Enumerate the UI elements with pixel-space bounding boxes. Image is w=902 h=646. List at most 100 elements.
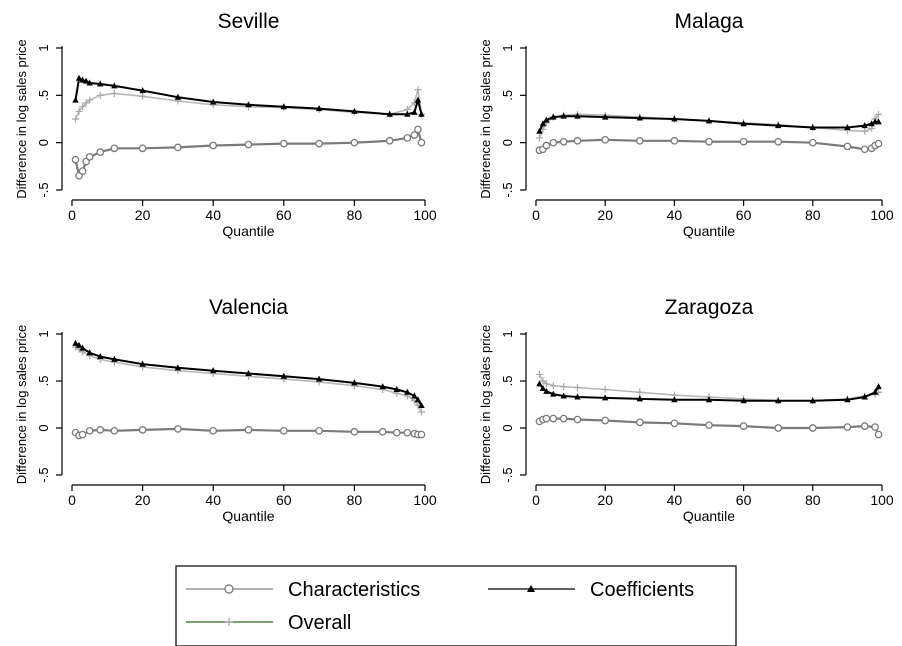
- data-point: [860, 145, 869, 154]
- y-axis-label: Difference in log sales price: [14, 39, 29, 198]
- x-tick-label: 0: [532, 492, 540, 508]
- series-line-characteristics: [74, 128, 423, 177]
- legend-item-coefficients: Coefficients: [488, 579, 694, 601]
- x-tick-label: 80: [805, 207, 821, 223]
- y-tick-label: -.5: [500, 182, 515, 197]
- data-point: [671, 396, 678, 403]
- x-axis-label: Quantile: [222, 223, 274, 239]
- data-point: [97, 353, 104, 360]
- data-point: [245, 101, 252, 108]
- data-point: [542, 414, 551, 423]
- data-point: [244, 426, 253, 434]
- data-point: [86, 96, 94, 104]
- x-tick-label: 100: [870, 492, 894, 508]
- data-point: [559, 414, 568, 423]
- data-point: [861, 393, 868, 400]
- data-point: [403, 428, 412, 437]
- x-tick-label: 40: [205, 492, 221, 508]
- data-point: [379, 383, 386, 390]
- data-point: [78, 167, 87, 175]
- data-point: [705, 421, 713, 430]
- data-point: [82, 99, 90, 107]
- data-point: [72, 339, 79, 346]
- x-axis-label: Quantile: [683, 223, 735, 239]
- data-point: [844, 396, 851, 403]
- data-point: [210, 367, 217, 374]
- data-point: [138, 144, 147, 153]
- data-point: [550, 390, 557, 397]
- data-point: [279, 426, 288, 435]
- data-point: [174, 143, 182, 152]
- chart-panel-malaga: Malaga -.5 0 .5 1 Difference in log sales pri…: [478, 10, 894, 239]
- x-tick-label: 100: [870, 207, 894, 223]
- series-characteristics: [71, 425, 426, 440]
- data-point: [72, 115, 80, 123]
- data-point: [209, 141, 218, 150]
- data-point: [97, 80, 104, 87]
- series-coefficients: [536, 112, 882, 134]
- data-point: [393, 385, 400, 392]
- data-point: [549, 382, 557, 390]
- data-point: [739, 422, 748, 430]
- x-tick-label: 80: [347, 207, 363, 223]
- series-coefficients: [536, 380, 882, 404]
- data-point: [410, 131, 419, 139]
- y-tick-label: .5: [36, 90, 51, 101]
- data-point: [79, 344, 86, 351]
- data-point: [414, 86, 422, 94]
- series-characteristics: [71, 125, 426, 180]
- data-point: [740, 120, 747, 127]
- data-point: [671, 115, 678, 122]
- data-point: [417, 138, 426, 147]
- x-tick-label: 0: [68, 492, 76, 508]
- data-point: [244, 140, 253, 149]
- legend-label-coefficients: Coefficients: [590, 579, 694, 601]
- data-point: [808, 424, 817, 432]
- data-point: [635, 418, 644, 427]
- data-point: [210, 98, 217, 105]
- data-point: [560, 383, 568, 391]
- y-tick-label: 1: [500, 330, 515, 337]
- data-point: [774, 137, 783, 146]
- y-tick-label: -.5: [36, 182, 51, 197]
- y-axis-label: Difference in log sales price: [478, 39, 493, 198]
- data-point: [315, 375, 323, 382]
- data-point: [542, 380, 550, 388]
- x-tick-label: 80: [347, 492, 363, 508]
- x-tick-label: 0: [532, 207, 540, 223]
- data-point: [536, 127, 543, 134]
- series-characteristics: [535, 135, 883, 155]
- x-tick-label: 60: [736, 492, 752, 508]
- y-axis-label: Difference in log sales price: [14, 325, 29, 484]
- data-point: [536, 380, 543, 387]
- data-point: [560, 392, 567, 399]
- data-point: [636, 395, 643, 402]
- chart-title: Malaga: [675, 10, 744, 33]
- y-tick-label: .5: [500, 90, 515, 101]
- data-point: [174, 425, 182, 433]
- series-characteristics: [535, 414, 883, 439]
- data-point: [875, 383, 882, 390]
- series-overall: [535, 110, 883, 142]
- chart-panel-seville: Seville -.5 0 .5 1 Difference in log sales pr…: [14, 10, 437, 239]
- data-point: [392, 428, 401, 437]
- data-point: [139, 360, 146, 367]
- data-point: [875, 110, 883, 118]
- x-tick-label: 60: [276, 492, 292, 508]
- data-point: [871, 388, 879, 395]
- data-point: [775, 397, 782, 404]
- data-point: [559, 137, 568, 146]
- data-point: [315, 105, 323, 112]
- data-point: [411, 108, 418, 115]
- data-point: [96, 426, 105, 434]
- data-point: [549, 414, 558, 423]
- data-point: [670, 419, 679, 428]
- data-point: [809, 397, 816, 404]
- data-point: [549, 138, 558, 147]
- y-tick-label: .5: [500, 376, 515, 387]
- data-point: [843, 142, 852, 151]
- legend-item-overall: Overall: [186, 612, 351, 634]
- y-tick-label: -.5: [500, 467, 515, 482]
- data-point: [414, 396, 422, 403]
- data-point: [139, 87, 146, 94]
